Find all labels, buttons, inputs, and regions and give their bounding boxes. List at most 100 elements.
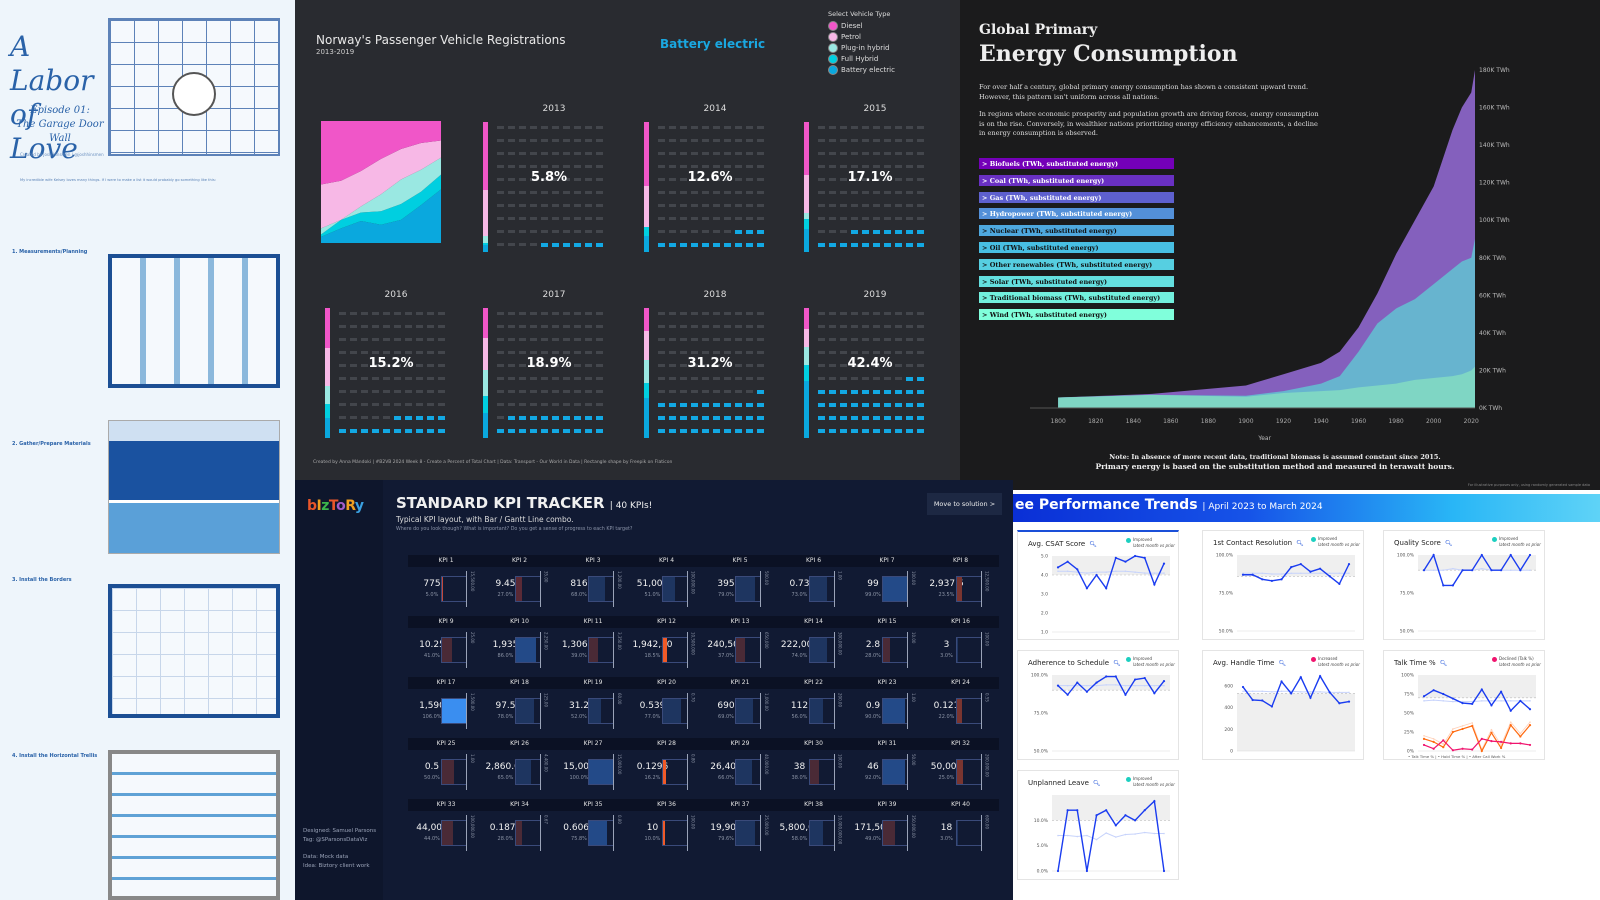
kpi-card[interactable]: KPI 32 50,000 25.0% 200,000.00	[922, 738, 1001, 798]
kpi-card[interactable]: KPI 29 26,400 66.0% 40,000.00	[702, 738, 780, 798]
kpi-card[interactable]: KPI 2 9.45 27.0% 35.00	[481, 555, 560, 615]
kpi-target-label: 100.00	[690, 815, 696, 829]
energy-filter-other[interactable]: > Other renewables (TWh, substituted ene…	[979, 258, 1174, 271]
legend-item-plug-in-hybrid[interactable]: Plug-in hybrid	[828, 42, 895, 53]
kpi-card[interactable]: KPI 15 2.8 28.0% 10.00	[849, 616, 927, 676]
kpi-card[interactable]: KPI 22 112 56.0% 200.00	[775, 677, 854, 737]
metric-line-point	[1066, 809, 1069, 812]
kpi-name: KPI 5	[702, 555, 778, 567]
magnifier-icon[interactable]: 🔍︎	[1444, 540, 1453, 547]
section-heading-1: 1. Measurements/Planning	[12, 249, 88, 255]
kpi-card[interactable]: KPI 18 97.5 78.0% 125.00	[481, 677, 560, 737]
energy-filter-biofuels[interactable]: > Biofuels (TWh, substituted energy)	[979, 158, 1174, 170]
magnifier-icon[interactable]: 🔍︎	[1089, 541, 1097, 548]
kpi-card[interactable]: KPI 10 1,935 86.0% 2,250.00	[481, 616, 560, 676]
kpi-name: KPI 22	[775, 677, 852, 689]
kpi-card[interactable]: KPI 24 0.121 22.0% 0.55	[922, 677, 1001, 737]
kpi-card[interactable]: KPI 27 15,000 100.0% 15,000.00	[555, 738, 633, 798]
metric-line-point	[1338, 702, 1341, 705]
kpi-card[interactable]: KPI 21 690 69.0% 1,000.00	[702, 677, 780, 737]
kpi-value: 19,900	[710, 823, 742, 833]
kpi-card[interactable]: KPI 31 46 92.0% 50.00	[849, 738, 927, 798]
waffle-cell	[530, 338, 537, 341]
kpi-card[interactable]: KPI 35 0.6064 75.8% 0.80	[555, 799, 633, 859]
metric-line-point	[1290, 692, 1293, 695]
waffle-cell	[552, 178, 559, 181]
metric-line-point	[1095, 573, 1098, 577]
waffle-cell	[574, 338, 581, 341]
kpi-target-label: 3,350.00	[617, 632, 622, 650]
magnifier-icon[interactable]: 🔍︎	[1113, 660, 1121, 667]
kpi-name: KPI 24	[922, 677, 999, 689]
legend-item-diesel[interactable]: Diesel	[828, 20, 895, 31]
kpi-target-label: 2,250.00	[543, 632, 549, 650]
energy-filter-coal[interactable]: > Coal (TWh, substituted energy)	[979, 174, 1174, 187]
energy-filter-oil[interactable]: > Oil (TWh, substituted energy)	[979, 242, 1174, 254]
kpi-card[interactable]: KPI 40 18 3.0% 600.00	[922, 799, 1001, 859]
energy-filter-traditional[interactable]: > Traditional biomass (TWh, substituted …	[979, 292, 1174, 305]
kpi-card[interactable]: KPI 23 0.9 90.0% 1.00	[849, 677, 927, 737]
kpi-card[interactable]: KPI 20 0.539 77.0% 0.70	[628, 677, 707, 737]
kpi-card[interactable]: KPI 39 171,500 49.0% 350,000.00	[849, 799, 927, 859]
magnifier-icon[interactable]: 🔍︎	[1296, 540, 1304, 547]
kpi-percent: 74.0%	[791, 653, 808, 659]
kpi-value: 0.9	[865, 701, 881, 711]
move-to-solution-button[interactable]: Move to solution >	[927, 493, 1002, 515]
x-tick-label: 1940	[1313, 418, 1328, 425]
legend-item-full-hybrid[interactable]: Full Hybrid	[828, 53, 895, 64]
kpi-value: 395	[717, 579, 735, 589]
kpi-card[interactable]: KPI 14 222,000 74.0% 300,000.00	[775, 616, 854, 676]
kpi-target-label: 200.00	[837, 693, 843, 707]
waffle-cell	[873, 230, 880, 234]
x-tick-label: 2000	[1426, 418, 1441, 425]
waffle-cell	[680, 377, 687, 380]
magnifier-icon[interactable]: 🔍︎	[1278, 660, 1287, 667]
waffle-cell	[735, 217, 742, 220]
kpi-card[interactable]: KPI 34 0.1876 28.0% 0.67	[481, 799, 560, 859]
kpi-card[interactable]: KPI 13 240,500 37.0% 650,000	[702, 616, 780, 676]
kpi-card[interactable]: KPI 3 816 68.0% 1,200.00	[555, 555, 633, 615]
kpi-card[interactable]: KPI 28 0.1296 16.2% 0.80	[628, 738, 707, 798]
kpi-percent: 92.0%	[865, 775, 881, 781]
energy-filter-gas[interactable]: > Gas (TWh, substituted energy)	[979, 191, 1174, 204]
metric-line-point	[1451, 584, 1455, 587]
kpi-card[interactable]: KPI 25 0.5 50.0% 1.00	[408, 738, 486, 798]
kpi-card[interactable]: KPI 19 31.2 52.0% 60.00	[555, 677, 633, 737]
kpi-card[interactable]: KPI 16 3 3.0% 100.00	[922, 616, 1001, 676]
y-tick-label: 0%	[1407, 749, 1415, 755]
kpi-card[interactable]: KPI 4 51,000 51.0% 100,000.00	[628, 555, 707, 615]
battery-electric-share: 17.1%	[847, 170, 893, 185]
kpi-card[interactable]: KPI 33 44,000 44.0% 100,000.00	[408, 799, 486, 859]
kpi-card[interactable]: KPI 11 1,306.5 39.0% 3,350.00	[555, 616, 633, 676]
waffle-cell	[757, 403, 764, 407]
kpi-card[interactable]: KPI 36 10 10.0% 100.00	[628, 799, 707, 859]
energy-filter-wind[interactable]: > Wind (TWh, substituted energy)	[979, 309, 1174, 322]
waffle-cell	[906, 325, 913, 328]
metric-line-point	[1328, 691, 1331, 694]
magnifier-icon[interactable]: 🔍︎	[1092, 780, 1101, 787]
kpi-card[interactable]: KPI 30 38 38.0% 100.00	[775, 738, 854, 798]
legend-item-battery-electric[interactable]: Battery electric	[828, 64, 895, 75]
waffle-cell	[339, 416, 346, 419]
kpi-card[interactable]: KPI 37 19,900 79.6% 25,000.00	[702, 799, 780, 859]
kpi-percent: 10.0%	[644, 836, 661, 842]
average-line-point	[1251, 572, 1254, 575]
kpi-card[interactable]: KPI 26 2,860.00 65.0% 4,400.00	[481, 738, 560, 798]
kpi-card[interactable]: KPI 1 775 5.0% 15,500.00	[408, 555, 486, 615]
waffle-grid	[339, 308, 449, 438]
kpi-card[interactable]: KPI 12 1,942,50 18.5% 10,500,000	[628, 616, 707, 676]
energy-filter-hydropower[interactable]: > Hydropower (TWh, substituted energy)	[979, 208, 1174, 221]
legend-item-petrol[interactable]: Petrol	[828, 31, 895, 42]
energy-filter-nuclear[interactable]: > Nuclear (TWh, substituted energy)	[979, 225, 1174, 238]
kpi-card[interactable]: KPI 7 99 99.0% 100.00	[849, 555, 927, 615]
average-line-point	[1471, 700, 1473, 703]
kpi-card[interactable]: KPI 8 2,937.5 23.5% 12,500.00	[922, 555, 1001, 615]
kpi-card[interactable]: KPI 38 5,800,00 58.0% 10,000,000.00	[775, 799, 854, 859]
kpi-card[interactable]: KPI 5 395 79.0% 500.00	[702, 555, 780, 615]
kpi-card[interactable]: KPI 9 10.25 41.0% 25.00	[408, 616, 486, 676]
energy-filter-solar[interactable]: > Solar (TWh, substituted energy)	[979, 275, 1174, 288]
waffle-cell	[563, 416, 570, 420]
magnifier-icon[interactable]: 🔍︎	[1439, 660, 1448, 667]
kpi-card[interactable]: KPI 17 1,590 106.0% 1,500.00	[408, 677, 486, 737]
kpi-card[interactable]: KPI 6 0.73 73.0% 1.00	[775, 555, 854, 615]
